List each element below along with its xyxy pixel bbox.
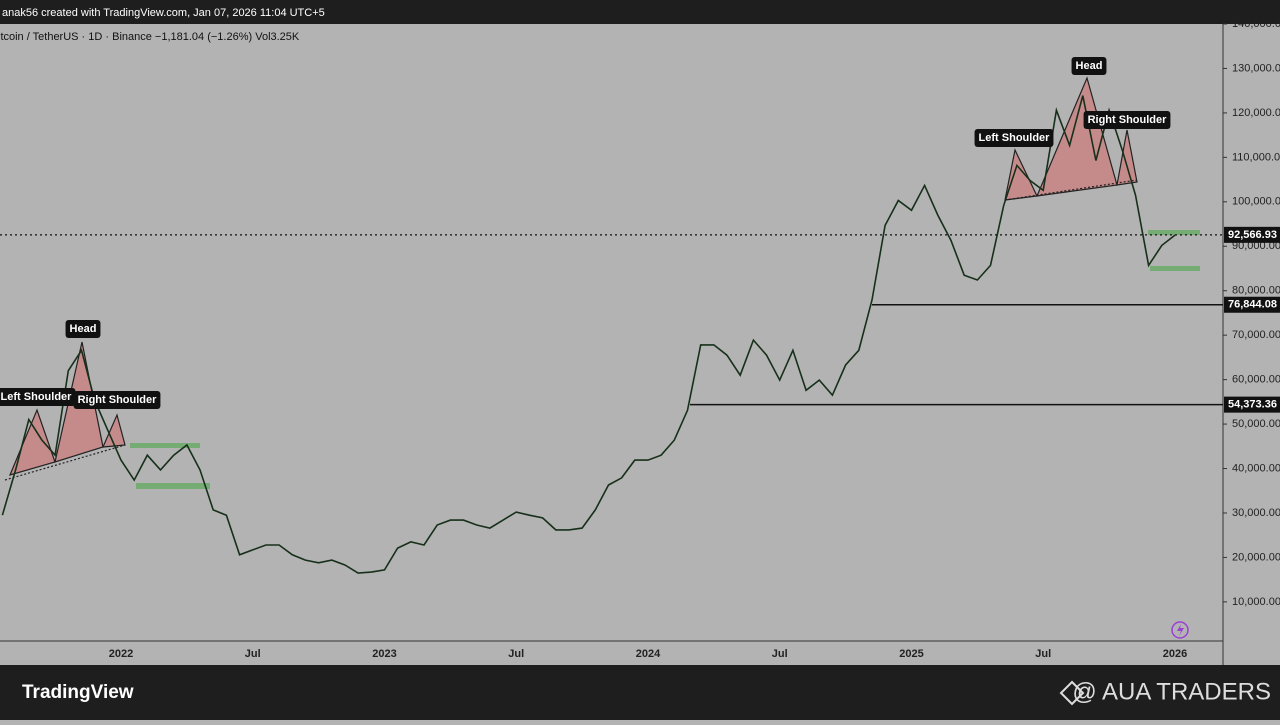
annotation: Right Shoulder	[78, 394, 158, 406]
annotation-box	[0, 388, 76, 406]
price-line	[1, 95, 1176, 574]
y-tick-label: 100,000.00	[1232, 196, 1280, 208]
y-tick-label: 10,000.00	[1232, 596, 1280, 608]
annotation: Left Shoulder	[979, 132, 1051, 144]
x-tick-label: 2023	[372, 648, 396, 660]
logo	[1059, 680, 1085, 706]
y-tick-label: 40,000.00	[1232, 462, 1280, 474]
annotation: Head	[1076, 60, 1103, 72]
y-tick-label: 130,000.00	[1232, 62, 1280, 74]
bottom-bar	[0, 665, 1280, 720]
range-box	[1150, 266, 1200, 271]
x-tick-label: 2026	[1163, 648, 1187, 660]
x-tick-label: Jul	[508, 648, 524, 660]
icon-bolt	[1177, 624, 1184, 636]
y-tick-label: 20,000.00	[1232, 551, 1280, 563]
range-box	[1148, 230, 1200, 235]
x-tick-label: Jul	[1035, 648, 1051, 660]
price-label: 92,566.93	[1228, 229, 1277, 241]
y-tick-label: 30,000.00	[1232, 507, 1280, 519]
y-tick-label: 70,000.00	[1232, 329, 1280, 341]
x-tick-label: 2025	[899, 648, 923, 660]
annotation: Left Shoulder	[1, 391, 73, 403]
annotation-box	[73, 391, 161, 409]
y-tick-label: 90,000.00	[1232, 240, 1280, 252]
price-label-box	[1224, 396, 1280, 413]
annotation: Right Shoulder	[1088, 114, 1168, 126]
symbol-info: itcoin / TetherUS · 1D · Binance −1,181.…	[0, 31, 300, 43]
brand: TradingView	[22, 682, 134, 703]
y-tick-label: 140,000.00	[1232, 18, 1280, 30]
price-label: 54,373.36	[1228, 399, 1277, 411]
y-tick-label: 120,000.00	[1232, 107, 1280, 119]
header-text: anak56 created with TradingView.com, Jan…	[2, 7, 325, 19]
y-tick-label: 60,000.00	[1232, 374, 1280, 386]
y-tick-label: 110,000.00	[1232, 151, 1280, 163]
neckline	[4, 444, 126, 481]
range-boxes	[130, 230, 1200, 489]
watermark: @ AUA TRADERS	[1072, 678, 1271, 705]
x-tick-label: 2022	[109, 648, 133, 660]
head-shape	[1036, 76, 1118, 197]
annotation-box	[65, 320, 101, 338]
range-box	[130, 443, 200, 448]
y-tick-label: 80,000.00	[1232, 285, 1280, 297]
x-tick-label: Jul	[772, 648, 788, 660]
range-box	[136, 483, 210, 489]
x-tick-label: 2024	[636, 648, 661, 660]
right-shoulder-shape	[1116, 129, 1138, 186]
pattern-2025	[1004, 76, 1138, 201]
annotation: Head	[70, 323, 97, 335]
annotation-box	[1071, 57, 1107, 75]
annotation-box	[1083, 111, 1171, 129]
annotation-box	[974, 129, 1054, 147]
price-label-box	[1224, 226, 1280, 243]
price-label: 76,844.08	[1228, 299, 1277, 311]
price-label-box	[1224, 296, 1280, 313]
top-bar	[0, 0, 1280, 24]
icon[interactable]	[1171, 621, 1189, 639]
x-tick-label: Jul	[245, 648, 261, 660]
y-tick-label: 50,000.00	[1232, 418, 1280, 430]
